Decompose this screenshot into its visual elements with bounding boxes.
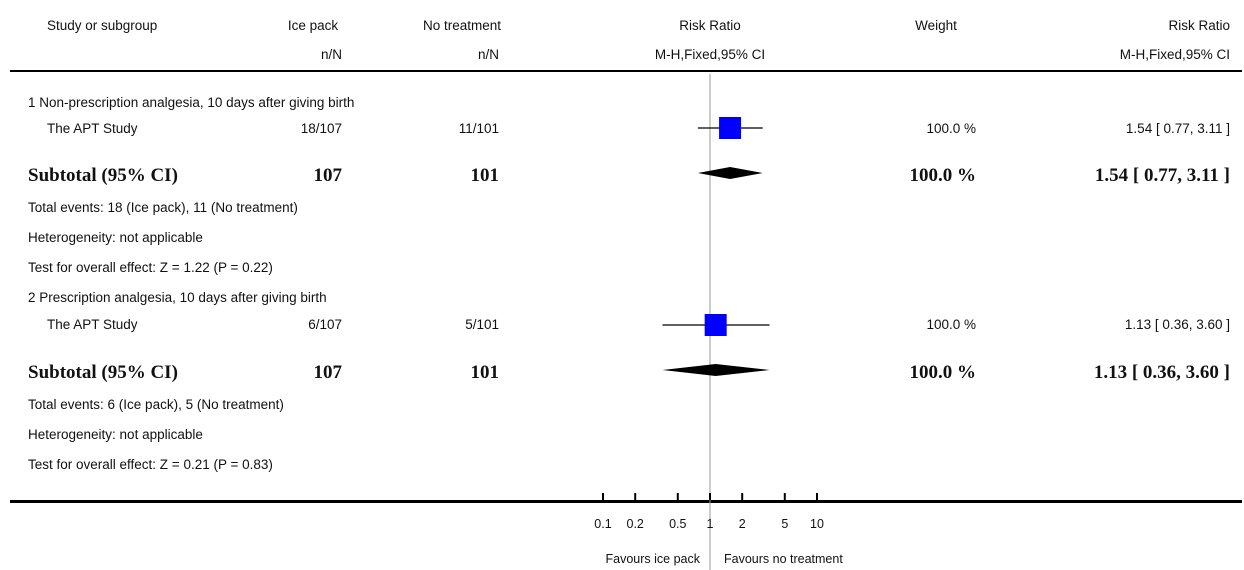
group-1-subtotal-no-treatment: 101	[470, 165, 500, 186]
header-study: Study or subgroup	[47, 18, 158, 33]
group-2-note-overall-effect: Test for overall effect: Z = 0.21 (P = 0…	[28, 457, 273, 472]
group-2-title: 2 Prescription analgesia, 10 days after …	[28, 290, 327, 305]
favours-left-label: Favours ice pack	[605, 552, 700, 566]
group-2-subtotal-ci: 1.13 [ 0.36, 3.60 ]	[1093, 362, 1230, 383]
group-2-subtotal-label: Subtotal (95% CI)	[28, 362, 178, 383]
group-2-note-events: Total events: 6 (Ice pack), 5 (No treatm…	[28, 397, 284, 412]
group-1-no-treatment-events: 11/101	[458, 121, 499, 136]
group-1-note-heterogeneity: Heterogeneity: not applicable	[28, 230, 203, 245]
group-1-note-events: Total events: 18 (Ice pack), 11 (No trea…	[28, 200, 298, 215]
group-1-subtotal-ice: 107	[313, 165, 343, 186]
group-2-note-heterogeneity: Heterogeneity: not applicable	[28, 427, 203, 442]
group-1-study-name: The APT Study	[47, 121, 138, 136]
group-1-subtotal-weight: 100.0 %	[909, 165, 977, 186]
group-1-ice-events: 18/107	[300, 121, 342, 136]
axis-tick-label-7: 10	[810, 517, 824, 531]
group-2-no-treatment-events: 5/101	[465, 317, 499, 332]
footer-divider	[10, 500, 1242, 503]
header-divider	[10, 70, 1242, 72]
subtotal-diamond-2	[662, 364, 770, 376]
axis-tick-label-1: 0.1	[594, 517, 611, 531]
study-marker-1	[719, 117, 742, 139]
header-risk-ratio-plot-sub: M-H,Fixed,95% CI	[654, 47, 766, 62]
header-risk-ratio-text-sub: M-H,Fixed,95% CI	[1119, 47, 1230, 62]
axis-tick-label-2: 0.2	[627, 517, 644, 531]
group-1-title: 1 Non-prescription analgesia, 10 days af…	[28, 95, 355, 110]
axis-tick-label-5: 2	[739, 517, 746, 531]
group-1-study-weight: 100.0 %	[926, 121, 976, 136]
header-risk-ratio-plot: Risk Ratio	[679, 18, 741, 33]
study-marker-2	[704, 314, 727, 336]
header-no-treatment-sub: n/N	[477, 47, 499, 62]
axis-tick-label-6: 5	[781, 517, 788, 531]
favours-right-label: Favours no treatment	[724, 552, 843, 566]
group-2-study-weight: 100.0 %	[926, 317, 976, 332]
group-1-note-overall-effect: Test for overall effect: Z = 1.22 (P = 0…	[28, 260, 273, 275]
group-2-study-ci: 1.13 [ 0.36, 3.60 ]	[1124, 317, 1230, 332]
subtotal-diamond-1	[697, 167, 763, 179]
group-1-subtotal-ci: 1.54 [ 0.77, 3.11 ]	[1094, 165, 1230, 186]
header-ice-pack-sub: n/N	[320, 47, 342, 62]
group-2-subtotal-weight: 100.0 %	[909, 362, 977, 383]
group-1-study-ci: 1.54 [ 0.77, 3.11 ]	[1125, 121, 1230, 136]
group-2-ice-events: 6/107	[308, 317, 342, 332]
group-2-subtotal-ice: 107	[313, 362, 343, 383]
group-1-subtotal-label: Subtotal (95% CI)	[28, 165, 178, 186]
group-2-study-name: The APT Study	[47, 317, 138, 332]
axis-tick-label-4: 1	[707, 517, 714, 531]
axis-tick-label-3: 0.5	[669, 517, 686, 531]
header-ice-pack: Ice pack	[287, 18, 339, 33]
group-2-subtotal-no-treatment: 101	[470, 362, 500, 383]
header-no-treatment: No treatment	[422, 18, 502, 33]
header-weight: Weight	[915, 18, 957, 33]
header-risk-ratio-text: Risk Ratio	[1168, 18, 1230, 33]
